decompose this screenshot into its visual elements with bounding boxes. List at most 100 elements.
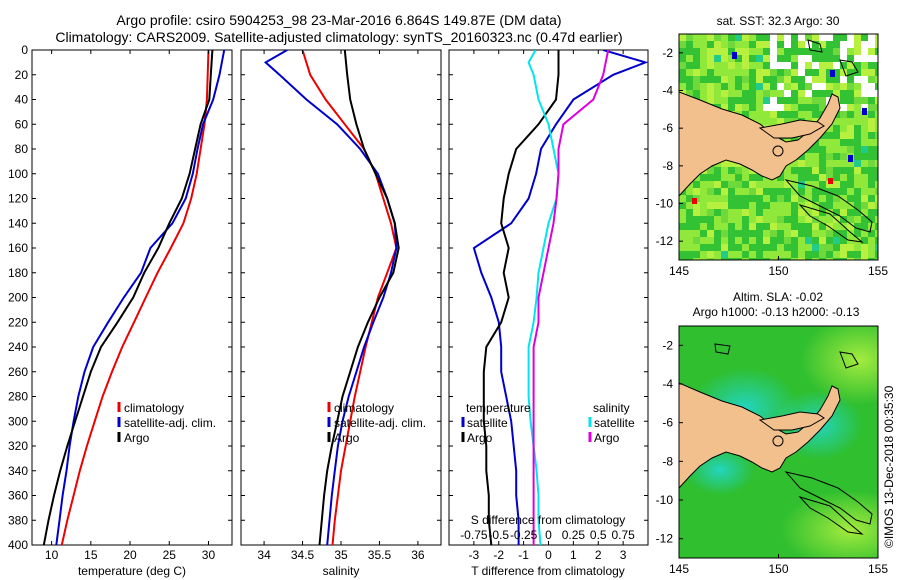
- sst-pixel: [847, 146, 854, 153]
- sst-pixel: [833, 202, 840, 209]
- sst-pixel: [875, 76, 878, 83]
- sst-pixel: [868, 41, 875, 48]
- sst-pixel: [833, 223, 840, 230]
- sst-pixel: [861, 258, 868, 260]
- map-y-tick-label: -2: [662, 338, 673, 352]
- series-line-argo: [318, 50, 400, 545]
- sst-pixel: [819, 216, 826, 223]
- sst-pixel: [812, 97, 819, 104]
- sst-pixel: [714, 90, 721, 97]
- y-tick-label: 200: [8, 291, 28, 305]
- sst-pixel: [749, 188, 756, 195]
- sst-pixel: [686, 244, 693, 251]
- sst-pixel: [770, 216, 777, 223]
- sst-pixel: [868, 104, 875, 111]
- sst-pixel: [826, 139, 833, 146]
- sst-pixel: [847, 258, 854, 260]
- sst-pixel: [770, 69, 777, 76]
- sst-pixel: [861, 118, 868, 125]
- sst-pixel: [679, 83, 686, 90]
- sst-pixel: [861, 125, 868, 132]
- sst-pixel: [707, 90, 714, 97]
- sst-pixel: [812, 209, 819, 216]
- s-diff-tick-label: 0.75: [611, 528, 635, 542]
- sst-pixel: [756, 62, 763, 69]
- legend-title-salinity: salinity: [593, 401, 630, 415]
- sst-pixel: [833, 237, 840, 244]
- sst-pixel: [770, 48, 777, 55]
- sst-pixel: [714, 181, 721, 188]
- sst-pixel: [875, 230, 878, 237]
- series-line-climatology: [60, 50, 210, 545]
- sst-pixel: [812, 244, 819, 251]
- sst-pixel: [735, 90, 742, 97]
- legend-label-climatology: climatology: [334, 401, 394, 415]
- sst-pixel: [777, 62, 784, 69]
- sst-pixel: [819, 34, 826, 41]
- series-line-s-satellite: [527, 50, 560, 545]
- sst-pixel: [840, 83, 847, 90]
- sst-pixel: [805, 202, 812, 209]
- sst-pixel: [847, 34, 854, 41]
- sst-pixel: [784, 251, 791, 258]
- sst-pixel: [861, 195, 868, 202]
- sst-pixel: [742, 83, 749, 90]
- s-diff-tick-label: 0: [545, 528, 552, 542]
- sst-pixel: [728, 90, 735, 97]
- sst-pixel: [784, 181, 791, 188]
- sst-pixel: [721, 244, 728, 251]
- sst-pixel: [679, 62, 686, 69]
- sst-pixel: [847, 132, 854, 139]
- sst-pixel: [707, 258, 714, 260]
- y-tick-label: 120: [8, 192, 28, 206]
- sst-pixel: [714, 55, 721, 62]
- sst-pixel: [784, 34, 791, 41]
- sst-pixel: [805, 188, 812, 195]
- sst-pixel: [819, 97, 826, 104]
- y-tick-label: 80: [15, 142, 29, 156]
- sst-pixel: [805, 111, 812, 118]
- sst-pixel: [714, 83, 721, 90]
- sst-pixel: [693, 76, 700, 83]
- sst-pixel: [805, 244, 812, 251]
- x-tick-label: 15: [84, 548, 98, 562]
- sst-pixel: [791, 69, 798, 76]
- sst-pixel: [875, 55, 878, 62]
- sst-pixel: [819, 230, 826, 237]
- sst-pixel: [784, 76, 791, 83]
- sst-pixel: [861, 251, 868, 258]
- sst-pixel: [700, 181, 707, 188]
- sst-pixel: [875, 160, 878, 167]
- sst-pixel: [847, 188, 854, 195]
- temperature-legend: climatology satellite-adj. clim. Argo: [117, 401, 216, 445]
- sst-pixel: [770, 209, 777, 216]
- map-x-tick-label: 155: [868, 264, 888, 278]
- sst-pixel: [833, 62, 840, 69]
- sst-pixel: [791, 195, 798, 202]
- sst-pixel: [763, 55, 770, 62]
- sst-pixel: [770, 223, 777, 230]
- sst-pixel: [742, 76, 749, 83]
- sst-pixel: [721, 34, 728, 41]
- profile-marker: [772, 145, 784, 157]
- sst-pixel: [756, 83, 763, 90]
- y-tick-label: 380: [8, 513, 28, 527]
- sst-pixel: [777, 209, 784, 216]
- series-line-argo: [42, 50, 214, 545]
- sst-pixel: [819, 83, 826, 90]
- sst-pixel: [679, 209, 686, 216]
- sst-pixel: [735, 41, 742, 48]
- sst-pixel: [840, 153, 847, 160]
- sst-pixel: [805, 97, 812, 104]
- sst-pixel: [798, 244, 805, 251]
- y-tick-label: 300: [8, 414, 28, 428]
- y-tick-label: 0: [21, 43, 28, 57]
- sst-pixel: [847, 216, 854, 223]
- sst-pixel: [826, 244, 833, 251]
- sst-pixel: [728, 251, 735, 258]
- sst-pixel: [742, 34, 749, 41]
- sst-pixel: [742, 209, 749, 216]
- sst-pixel: [707, 55, 714, 62]
- sst-pixel: [721, 216, 728, 223]
- sst-pixel: [777, 202, 784, 209]
